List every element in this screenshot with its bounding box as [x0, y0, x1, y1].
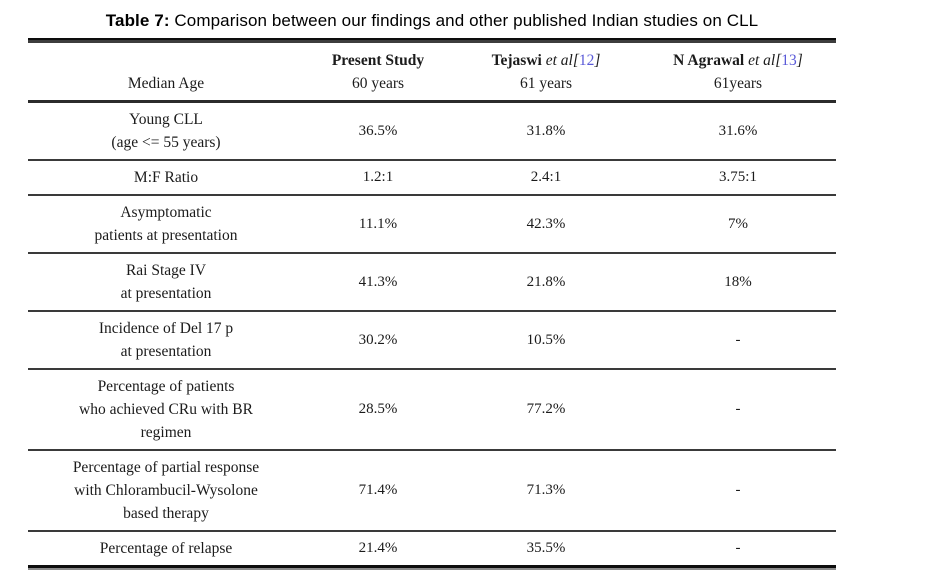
cell-value: -	[735, 401, 741, 417]
cell-value: 35.5%	[526, 540, 566, 556]
row-label-line: Young CLL	[129, 111, 203, 128]
row-label-line: M:F Ratio	[133, 169, 199, 186]
row-label-line: patients at presentation	[94, 227, 238, 244]
cell-value: 36.5%	[358, 122, 398, 139]
row-label-line: Percentage of relapse	[99, 540, 233, 557]
row-label-line: Percentage of patients	[97, 378, 235, 395]
header-row-label-cell: Median Age	[28, 49, 304, 95]
row-label: Rai Stage IV at presentation	[28, 259, 304, 305]
table-header-row: Median Age Present Study 60 years Tejasw…	[28, 43, 836, 103]
row-label: Percentage of relapse	[28, 537, 304, 560]
cell-value: 1.2:1	[362, 169, 394, 185]
cell-value: 42.3%	[526, 215, 566, 232]
table-row: M:F Ratio 1.2:1 2.4:1 3.75:1	[28, 161, 836, 196]
cell-value: 28.5%	[358, 401, 398, 417]
table-row: Rai Stage IV at presentation 41.3% 21.8% 18%	[28, 254, 836, 312]
column-header-tejaswi: Tejaswi et al[12] 61 years	[452, 49, 640, 95]
comparison-table: Median Age Present Study 60 years Tejasw…	[28, 38, 836, 570]
header-cell-value: 61years	[713, 75, 763, 92]
header-cell-value: 60 years	[351, 75, 405, 92]
row-label-line: Rai Stage IV	[125, 262, 207, 279]
cell-value: 71.4%	[358, 482, 398, 498]
row-label-line: with Chlorambucil-Wysolone	[74, 482, 258, 499]
row-label-line: Incidence of Del 17 p	[98, 320, 234, 337]
row-label-line: Percentage of partial response	[72, 459, 260, 476]
row-label: M:F Ratio	[28, 166, 304, 189]
row-label-line: (age <= 55 years)	[111, 134, 221, 151]
cell-value: 11.1%	[358, 215, 398, 232]
cell-value: 21.4%	[358, 540, 398, 556]
table-row: Asymptomatic patients at presentation 11.1…	[28, 196, 836, 254]
column-header-title: Present Study	[331, 52, 425, 69]
row-label-line: regimen	[140, 424, 192, 441]
cell-value: 3.75:1	[719, 169, 757, 185]
cell-value: 7%	[728, 215, 748, 232]
table-row: Percentage of relapse 21.4% 35.5% -	[28, 532, 836, 565]
table-toprule	[28, 38, 836, 43]
table-caption-text: Comparison between our findings and othe…	[169, 11, 759, 30]
table-row: Percentage of patients who achieved CRu w…	[28, 370, 836, 451]
table-row: Young CLL (age <= 55 years) 36.5% 31.8% 31.6…	[28, 103, 836, 161]
cell-value: 77.2%	[526, 401, 566, 417]
row-label-line: Asymptomatic	[120, 204, 212, 221]
row-label: Percentage of partial response with Chlor…	[28, 456, 304, 525]
cell-value: 21.8%	[526, 273, 566, 290]
cell-value: 71.3%	[526, 482, 566, 498]
cell-value: -	[735, 482, 741, 498]
citation-link-13[interactable]: 13	[781, 52, 797, 69]
table-caption-label: Table 7:	[105, 11, 170, 30]
column-header-title: Tejaswi et al[12]	[491, 52, 601, 69]
table-caption: Table 7: Comparison between our findings…	[28, 11, 836, 31]
row-label-line: who achieved CRu with BR	[79, 401, 253, 418]
cell-value: 18%	[724, 273, 752, 290]
table-row: Incidence of Del 17 p at presentation 30.2…	[28, 312, 836, 370]
cell-value: 31.6%	[718, 122, 758, 139]
row-label: Percentage of patients who achieved CRu w…	[28, 375, 304, 444]
row-label: Asymptomatic patients at presentation	[28, 201, 304, 247]
cell-value: 10.5%	[526, 331, 566, 348]
citation-link-12[interactable]: 12	[578, 52, 595, 69]
header-row-label: Median Age	[127, 75, 205, 92]
column-header-present-study: Present Study 60 years	[304, 49, 452, 95]
column-header-agrawal: N Agrawal et al[13] 61years	[640, 49, 836, 95]
cell-value: 30.2%	[358, 331, 398, 348]
column-header-title: N Agrawal et al[13]	[673, 52, 803, 69]
table-bottomrule	[28, 565, 836, 570]
row-label-line: based therapy	[123, 505, 209, 522]
cell-value: -	[735, 331, 741, 348]
table-row: Percentage of partial response with Chlor…	[28, 451, 836, 532]
header-cell-value: 61 years	[519, 75, 573, 92]
row-label-line: at presentation	[120, 285, 212, 302]
row-label-line: at presentation	[120, 343, 212, 360]
document-page: Table 7: Comparison between our findings…	[0, 11, 948, 570]
row-label: Young CLL (age <= 55 years)	[28, 108, 304, 154]
cell-value: 41.3%	[358, 273, 398, 290]
cell-value: -	[735, 540, 741, 556]
row-label: Incidence of Del 17 p at presentation	[28, 317, 304, 363]
cell-value: 2.4:1	[530, 169, 562, 185]
table-body: Young CLL (age <= 55 years) 36.5% 31.8% 31.6…	[28, 103, 836, 565]
cell-value: 31.8%	[526, 122, 566, 139]
